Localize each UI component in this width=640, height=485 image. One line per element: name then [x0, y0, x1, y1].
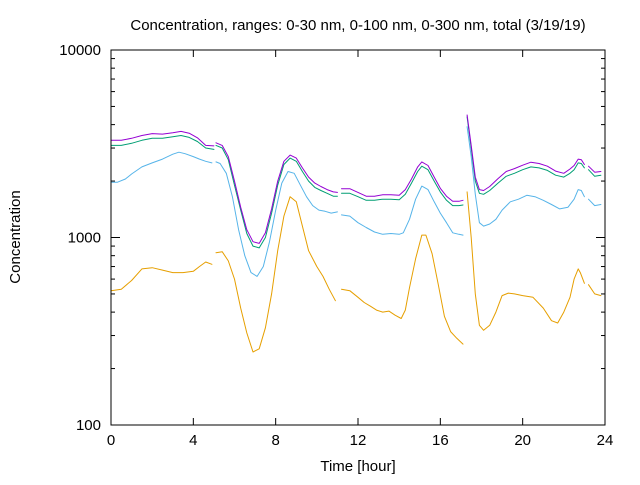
y-tick-label: 1000 [68, 230, 101, 247]
series-line [215, 144, 338, 249]
series-line [110, 130, 215, 147]
x-axis-label: Time [hour] [320, 458, 395, 475]
series-line [110, 135, 215, 150]
series-line [110, 261, 213, 292]
series-line [466, 114, 585, 191]
series-line [215, 161, 338, 277]
series-line [466, 126, 585, 227]
series-line [588, 165, 602, 173]
y-axis-label: Concentration [7, 190, 24, 283]
series-line [341, 185, 464, 236]
y-tick-label: 100 [76, 417, 101, 434]
series-line [588, 284, 602, 297]
series-layer [110, 114, 602, 353]
series-line [588, 198, 602, 207]
tick-layer: 0 4 8 12 16 20 24 100 1000 10000 [59, 42, 613, 449]
y-tick-label: 10000 [59, 42, 101, 59]
series-line [588, 169, 602, 177]
x-tick-label: 16 [432, 432, 449, 449]
series-line [110, 151, 213, 183]
x-tick-label: 24 [597, 432, 614, 449]
series-line [215, 142, 338, 244]
chart-title: Concentration, ranges: 0-30 nm, 0-100 nm… [130, 17, 585, 34]
x-tick-label: 4 [189, 432, 197, 449]
series-line [341, 161, 464, 202]
series-line [215, 196, 336, 353]
series-line [466, 191, 585, 331]
plot-frame [110, 49, 606, 426]
x-tick-label: 12 [350, 432, 367, 449]
series-line [341, 165, 464, 207]
x-tick-label: 8 [271, 432, 279, 449]
series-line [341, 234, 464, 345]
x-tick-label: 0 [107, 432, 115, 449]
series-line [466, 116, 585, 195]
x-tick-label: 20 [514, 432, 531, 449]
